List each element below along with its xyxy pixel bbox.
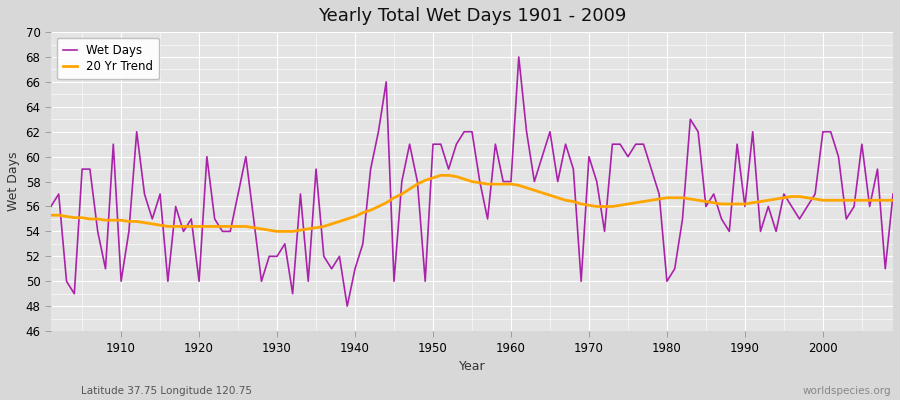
- Line: Wet Days: Wet Days: [51, 57, 893, 306]
- 20 Yr Trend: [272, 229, 283, 234]
- 20 Yr Trend: [334, 219, 345, 224]
- Wet Days: [615, 142, 626, 146]
- Wet Days: [521, 129, 532, 134]
- Title: Yearly Total Wet Days 1901 - 2009: Yearly Total Wet Days 1901 - 2009: [318, 7, 626, 25]
- X-axis label: Year: Year: [459, 360, 485, 373]
- Text: Latitude 37.75 Longitude 120.75: Latitude 37.75 Longitude 120.75: [81, 386, 252, 396]
- 20 Yr Trend: [108, 218, 119, 222]
- 20 Yr Trend: [46, 213, 57, 218]
- 20 Yr Trend: [513, 183, 524, 188]
- 20 Yr Trend: [287, 229, 298, 234]
- Wet Days: [108, 142, 119, 146]
- 20 Yr Trend: [436, 173, 446, 178]
- Wet Days: [326, 266, 337, 271]
- Wet Days: [887, 192, 898, 196]
- Wet Days: [342, 304, 353, 308]
- 20 Yr Trend: [615, 203, 626, 208]
- Y-axis label: Wet Days: Wet Days: [7, 152, 20, 211]
- Wet Days: [513, 54, 524, 59]
- 20 Yr Trend: [521, 185, 532, 190]
- Wet Days: [506, 179, 517, 184]
- 20 Yr Trend: [887, 198, 898, 203]
- Text: worldspecies.org: worldspecies.org: [803, 386, 891, 396]
- Wet Days: [46, 204, 57, 209]
- Legend: Wet Days, 20 Yr Trend: Wet Days, 20 Yr Trend: [57, 38, 159, 79]
- Wet Days: [279, 242, 290, 246]
- Line: 20 Yr Trend: 20 Yr Trend: [51, 175, 893, 232]
